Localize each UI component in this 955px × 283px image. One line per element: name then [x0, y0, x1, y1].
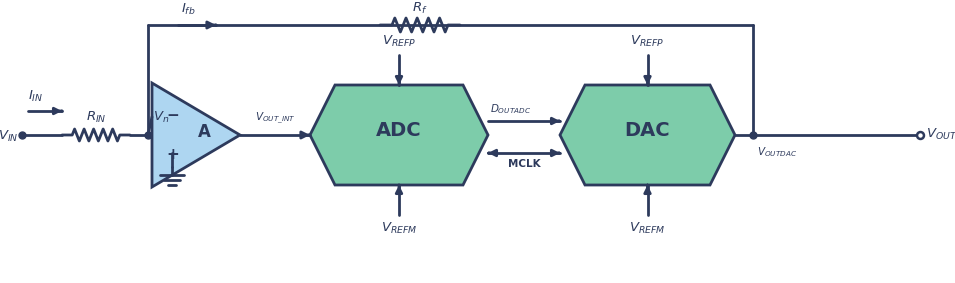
Text: $V_{REFM}$: $V_{REFM}$	[381, 221, 417, 236]
Text: $V_{OUT\_INT}$: $V_{OUT\_INT}$	[255, 111, 295, 126]
Text: $I_{IN}$: $I_{IN}$	[29, 89, 44, 104]
Text: $V_{OUTDAC}$: $V_{OUTDAC}$	[757, 145, 797, 159]
Text: $R_f$: $R_f$	[413, 1, 428, 16]
Text: ADC: ADC	[376, 121, 422, 140]
Text: $R_{IN}$: $R_{IN}$	[86, 110, 106, 125]
Text: DAC: DAC	[625, 121, 670, 140]
Polygon shape	[152, 83, 240, 187]
Text: $V_{OUT}$: $V_{OUT}$	[926, 127, 955, 142]
Polygon shape	[560, 85, 735, 185]
Text: +: +	[166, 147, 179, 162]
Text: $V_{REFP}$: $V_{REFP}$	[630, 34, 665, 49]
Text: $D_{OUTADC}$: $D_{OUTADC}$	[490, 102, 531, 116]
Text: $V_{REFP}$: $V_{REFP}$	[382, 34, 416, 49]
Text: A: A	[198, 123, 210, 141]
Text: −: −	[166, 108, 179, 123]
Text: MCLK: MCLK	[508, 159, 541, 169]
Text: $V_{REFM}$: $V_{REFM}$	[629, 221, 666, 236]
Text: $V_n$: $V_n$	[153, 110, 169, 125]
Text: $V_{IN}$: $V_{IN}$	[0, 128, 18, 143]
Text: $I_{fb}$: $I_{fb}$	[180, 2, 196, 17]
Polygon shape	[310, 85, 488, 185]
